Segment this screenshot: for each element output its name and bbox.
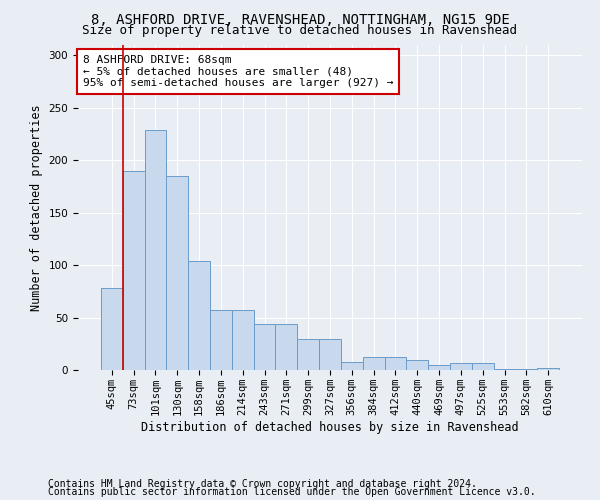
Bar xyxy=(472,362,494,370)
Text: 8, ASHFORD DRIVE, RAVENSHEAD, NOTTINGHAM, NG15 9DE: 8, ASHFORD DRIVE, RAVENSHEAD, NOTTINGHAM… xyxy=(91,12,509,26)
Bar xyxy=(210,310,232,370)
X-axis label: Distribution of detached houses by size in Ravenshead: Distribution of detached houses by size … xyxy=(141,420,519,434)
Bar xyxy=(515,369,537,370)
Bar xyxy=(297,338,319,370)
Bar xyxy=(145,130,166,370)
Bar xyxy=(166,176,188,370)
Y-axis label: Number of detached properties: Number of detached properties xyxy=(30,104,43,311)
Bar xyxy=(101,288,123,370)
Bar xyxy=(385,358,406,370)
Bar xyxy=(494,369,515,370)
Text: Size of property relative to detached houses in Ravenshead: Size of property relative to detached ho… xyxy=(83,24,517,37)
Bar xyxy=(450,362,472,370)
Text: Contains public sector information licensed under the Open Government Licence v3: Contains public sector information licen… xyxy=(48,487,536,497)
Bar xyxy=(363,358,385,370)
Bar xyxy=(319,338,341,370)
Text: 8 ASHFORD DRIVE: 68sqm
← 5% of detached houses are smaller (48)
95% of semi-deta: 8 ASHFORD DRIVE: 68sqm ← 5% of detached … xyxy=(83,54,394,88)
Bar xyxy=(123,171,145,370)
Bar xyxy=(341,362,363,370)
Bar xyxy=(406,360,428,370)
Bar xyxy=(188,261,210,370)
Text: Contains HM Land Registry data © Crown copyright and database right 2024.: Contains HM Land Registry data © Crown c… xyxy=(48,479,477,489)
Bar xyxy=(428,365,450,370)
Bar xyxy=(254,324,275,370)
Bar xyxy=(232,310,254,370)
Bar xyxy=(537,368,559,370)
Bar xyxy=(275,324,297,370)
